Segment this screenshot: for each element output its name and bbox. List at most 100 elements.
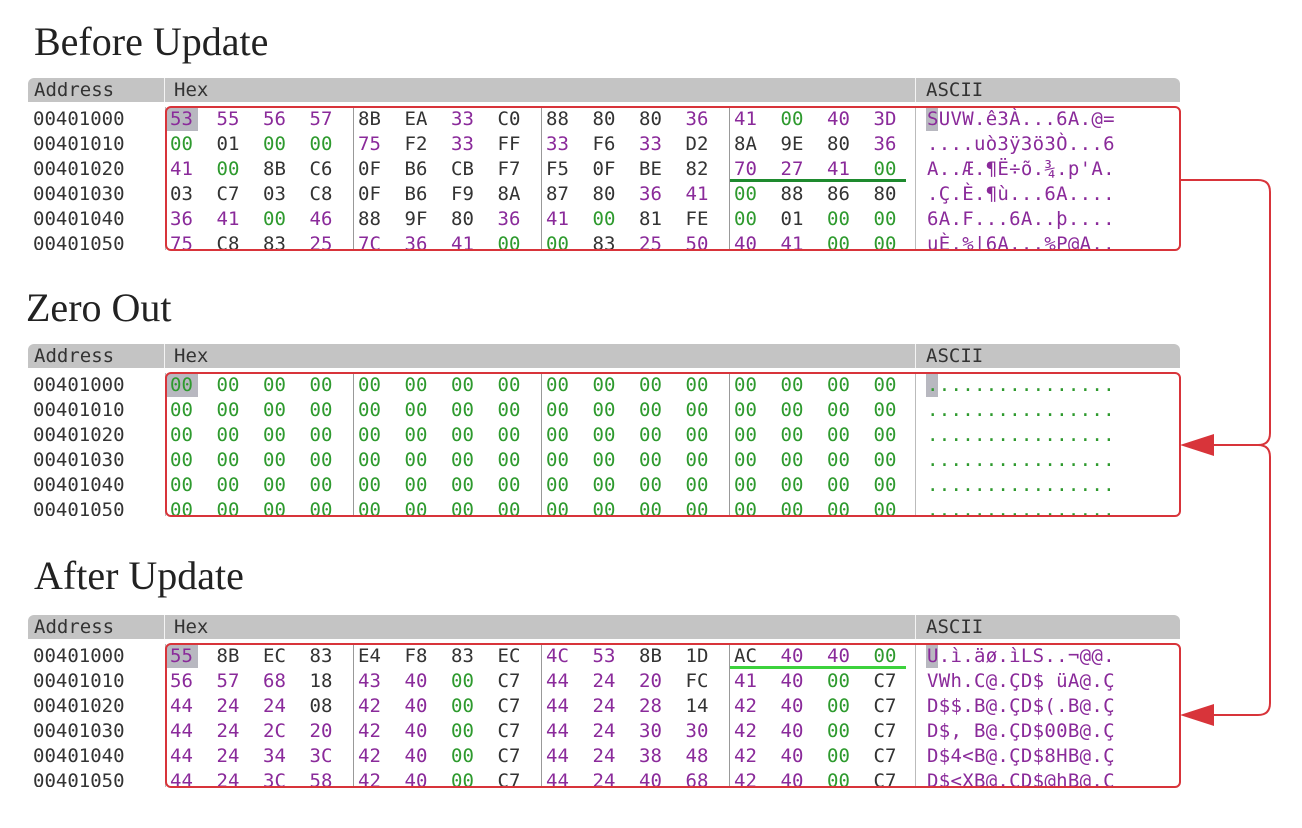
hex-byte: 40	[734, 233, 757, 250]
hex-byte: 00	[827, 399, 850, 421]
hex-byte: 33	[451, 133, 474, 155]
hex-byte: 08	[309, 695, 333, 717]
hex-byte: 40	[780, 745, 804, 767]
hex-byte: C6	[309, 158, 333, 180]
hex-byte: 80	[873, 183, 897, 205]
hex-byte: 00	[451, 474, 474, 496]
hex-byte: 40	[827, 108, 850, 130]
hex-byte: 00	[546, 374, 569, 396]
hex-byte: 43	[358, 670, 381, 692]
hex-byte: 42	[358, 695, 381, 717]
hex-byte: EC	[263, 645, 286, 667]
hex-byte: C7	[497, 745, 521, 767]
hex-byte: 28	[639, 695, 662, 717]
hex-byte: C8	[309, 183, 333, 205]
hex-byte: 00	[827, 208, 850, 230]
group-separator	[353, 107, 354, 250]
hex-byte: 83	[451, 645, 474, 667]
ascii-text: D$4<B@.ÇD$8HB@.Ç	[927, 745, 1115, 767]
hex-byte: 40	[780, 695, 804, 717]
hex-byte: 24	[216, 695, 240, 717]
hex-byte: 00	[358, 449, 381, 471]
hex-byte: 25	[309, 233, 333, 250]
hex-byte: 8B	[358, 108, 381, 130]
group-separator	[353, 644, 354, 787]
ascii-text: D$, B@.ÇD$00B@.Ç	[927, 720, 1115, 742]
hex-byte: 40	[780, 645, 804, 667]
hex-byte: 00	[263, 399, 286, 421]
hex-byte: 00	[497, 474, 521, 496]
hex-byte: 4C	[546, 645, 569, 667]
hex-byte: 14	[685, 695, 709, 717]
hex-byte: 00	[592, 424, 616, 446]
hex-byte: 0F	[592, 158, 616, 180]
hex-byte: 00	[497, 374, 521, 396]
hex-byte: 00	[451, 695, 474, 717]
hex-byte: 00	[780, 399, 804, 421]
hex-byte: 75	[358, 133, 381, 155]
panel-title: Zero Out	[26, 285, 172, 330]
hex-byte: 00	[451, 374, 474, 396]
group-separator	[915, 373, 916, 516]
hex-byte: 20	[639, 670, 662, 692]
hex-byte: C7	[497, 770, 521, 787]
hex-byte: 8A	[497, 183, 521, 205]
ascii-text: uÈ.%|6A...%P@A..	[927, 233, 1115, 250]
hex-byte: 00	[497, 499, 521, 516]
ascii-text: VWh.C@.ÇD$ üA@.Ç	[927, 670, 1115, 692]
group-separator	[541, 107, 542, 250]
hex-byte: 00	[685, 499, 709, 516]
address: 00401010	[33, 670, 125, 692]
hex-byte: 24	[592, 745, 616, 767]
hex-byte: 00	[827, 233, 850, 250]
group-separator	[541, 373, 542, 516]
ascii-text: ................	[927, 424, 1115, 446]
header-separator	[915, 344, 916, 368]
address: 00401030	[33, 720, 125, 742]
hex-byte: 00	[358, 399, 381, 421]
hex-byte: 80	[592, 108, 616, 130]
hex-byte: 48	[685, 745, 709, 767]
hex-byte: 40	[404, 770, 428, 787]
hex-byte: 00	[309, 449, 333, 471]
hex-byte: 00	[685, 424, 709, 446]
hex-byte: 41	[827, 158, 850, 180]
header-ascii: ASCII	[926, 79, 984, 101]
hex-byte: 8A	[734, 133, 757, 155]
hex-byte: 00	[734, 374, 757, 396]
hex-byte: 00	[827, 770, 850, 787]
hex-byte: 30	[639, 720, 662, 742]
hex-byte: 00	[497, 424, 521, 446]
hex-byte: 01	[780, 208, 804, 230]
hex-byte: FC	[685, 670, 709, 692]
hex-byte: 00	[404, 449, 428, 471]
hex-byte: 80	[639, 108, 662, 130]
hex-byte: 00	[404, 474, 428, 496]
hex-byte: C7	[497, 720, 521, 742]
hex-byte: C7	[216, 183, 240, 205]
hex-byte: 56	[263, 108, 286, 130]
hex-byte: 00	[170, 399, 193, 421]
hex-byte: 68	[685, 770, 709, 787]
hex-byte: 00	[546, 499, 569, 516]
hex-byte: 9F	[404, 208, 428, 230]
column-header: Address Hex ASCII	[28, 344, 1180, 368]
panel-title: After Update	[34, 553, 244, 598]
hex-byte: 00	[358, 499, 381, 516]
group-separator	[541, 644, 542, 787]
hex-byte: 42	[358, 770, 381, 787]
hex-byte: 40	[639, 770, 662, 787]
hex-byte: B6	[404, 183, 428, 205]
hex-byte: 24	[216, 720, 240, 742]
group-separator	[353, 373, 354, 516]
hex-byte: 00	[263, 499, 286, 516]
hex-byte: 40	[404, 720, 428, 742]
header-address: Address	[34, 79, 115, 101]
hex-byte: 00	[827, 499, 850, 516]
address: 00401010	[33, 133, 125, 155]
hex-byte: F8	[404, 645, 428, 667]
hex-byte: 00	[780, 449, 804, 471]
hex-byte: 00	[685, 374, 709, 396]
hex-byte: 00	[873, 645, 897, 667]
hex-byte: 44	[546, 745, 569, 767]
